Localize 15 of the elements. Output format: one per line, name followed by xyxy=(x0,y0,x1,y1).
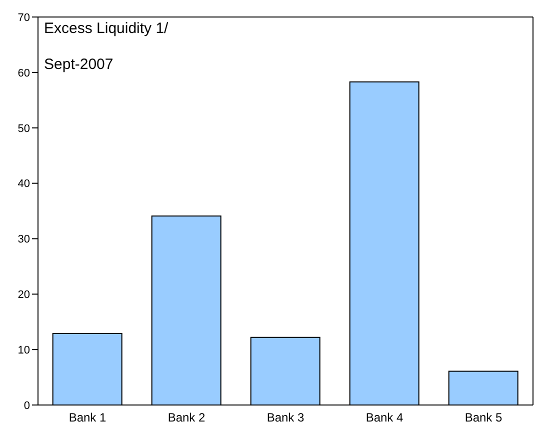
y-tick-label: 70 xyxy=(18,12,30,24)
x-tick-label: Bank 1 xyxy=(68,410,107,425)
y-tick-label: 20 xyxy=(18,289,30,302)
y-tick-label: 40 xyxy=(18,178,30,190)
chart-title: Excess Liquidity 1/ xyxy=(44,20,168,37)
text: Sept-2007 xyxy=(44,56,114,73)
y-tick-label: 60 xyxy=(18,67,30,80)
y-tick-label: 10 xyxy=(18,344,30,356)
y-tick-label: 50 xyxy=(18,122,30,135)
x-tick-label: Bank 3 xyxy=(266,410,305,425)
y-tick-label: 30 xyxy=(18,234,30,246)
x-tick-label: Bank 5 xyxy=(464,410,503,425)
x-tick-label: Bank 4 xyxy=(366,410,404,425)
y-tick-label: 0 xyxy=(24,400,30,412)
x-tick-label: Bank 2 xyxy=(168,410,206,425)
